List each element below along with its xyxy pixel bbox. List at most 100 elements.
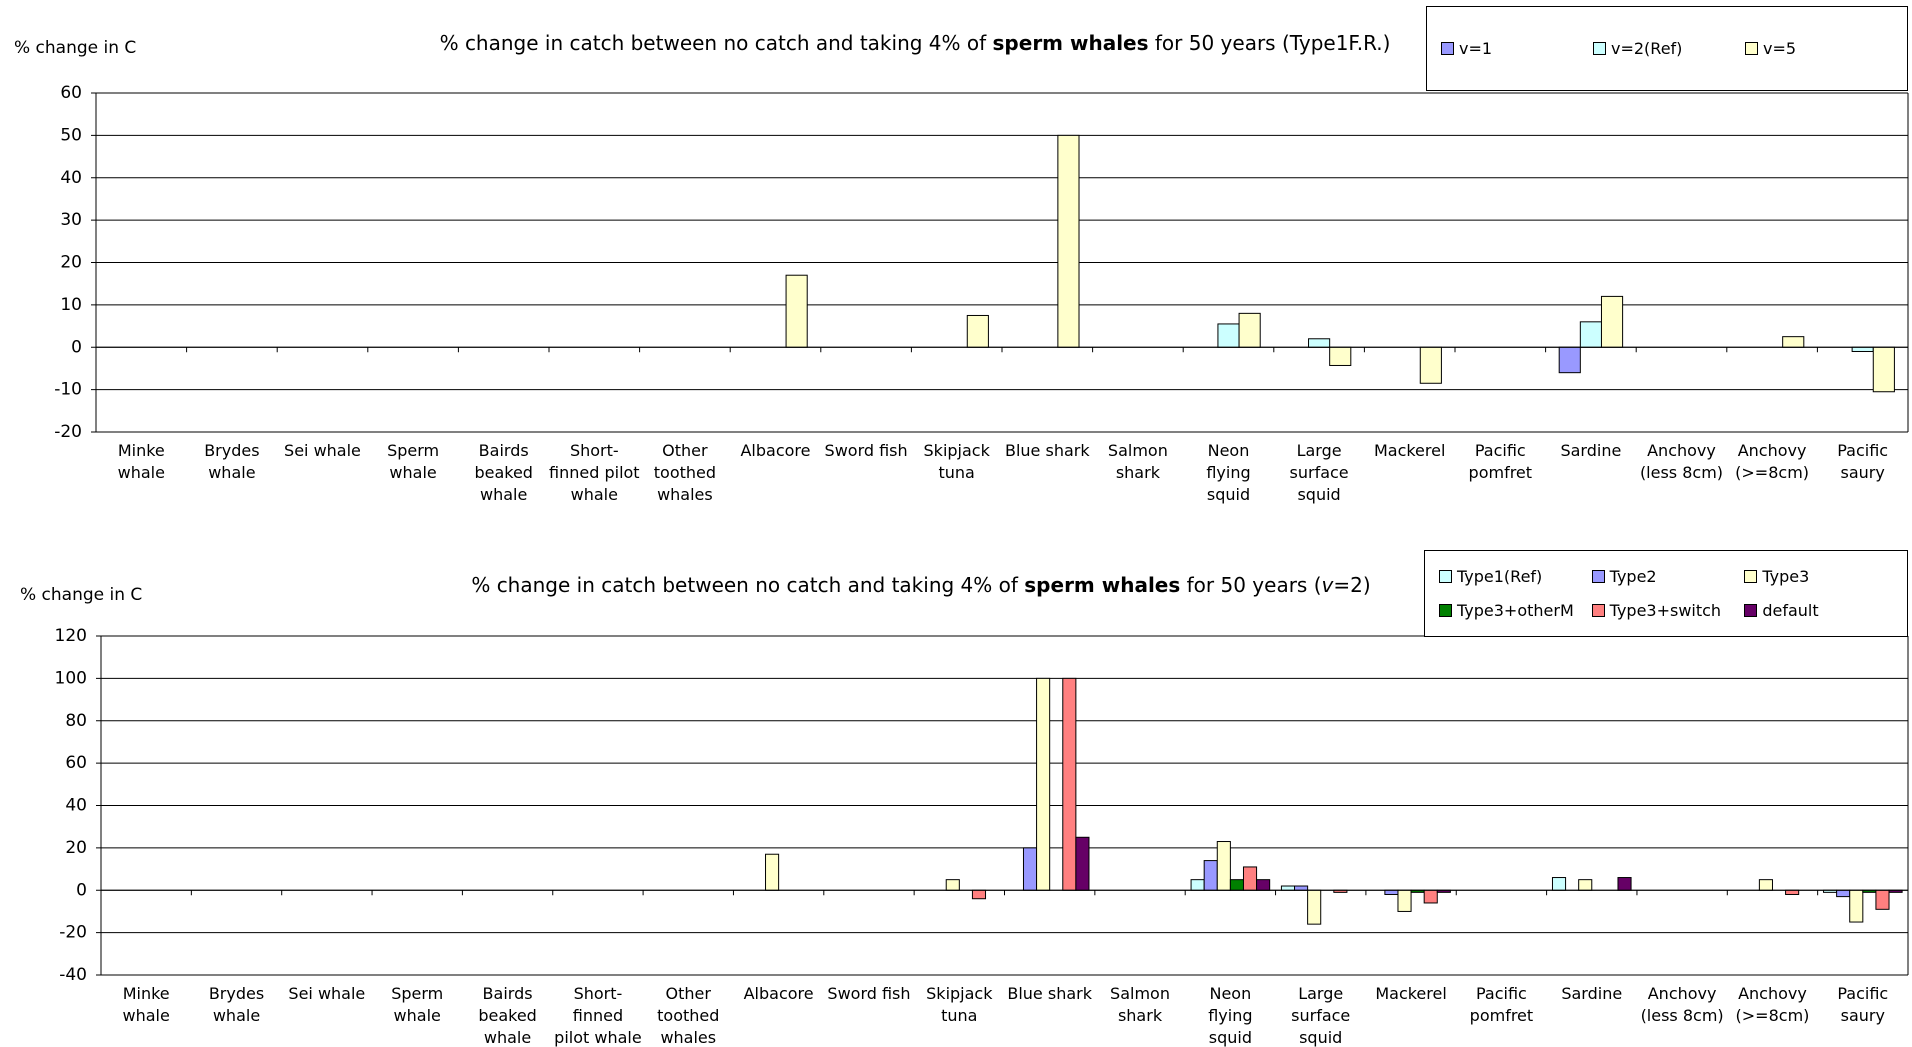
x-tick-label: Skipjack tuna [926,984,993,1025]
x-tick-label: Sperm whale [387,441,440,482]
y-tick-label: -20 [59,923,87,943]
title-part: % change in catch between no catch and t… [440,31,993,55]
bar [1423,889,1438,904]
bar [1229,879,1244,891]
bar [1397,889,1412,912]
legend-entry: Type3+switch [1591,601,1745,621]
y-tick-label: 30 [60,210,82,230]
bar [1062,677,1077,891]
x-tick-label: Brydes whale [204,441,260,482]
bar [1307,889,1322,925]
legend-label: default [1762,601,1819,621]
y-tick-label: 40 [60,168,82,188]
bar [1057,134,1080,348]
legend-swatch [1745,42,1758,55]
x-tick-label: Neon flying squid [1208,984,1253,1047]
x-tick-label: Albacore [743,984,814,1003]
x-tick-label: Bairds beaked whale [474,441,533,504]
title-part: =2) [1333,573,1370,597]
x-tick-label: Pacific saury [1837,441,1889,482]
y-tick-label: 20 [65,838,87,858]
bar [1308,338,1331,348]
legend-entry: default [1744,601,1897,620]
bar [1578,879,1593,891]
y-tick-label: -40 [59,965,87,985]
x-tick-label: Pacific saury [1837,984,1889,1025]
x-tick-label: Sardine [1560,441,1622,460]
legend: v=1 v=2(Ref) v=5 [1426,6,1908,91]
bar [1782,336,1805,348]
x-tick-label: Sei whale [288,984,366,1003]
legend-label: v=2(Ref) [1611,39,1683,58]
bar [1256,879,1271,891]
legend-swatch [1591,604,1605,618]
title-part: v [1322,573,1335,597]
y-tick-label: -10 [54,380,82,400]
bar [966,314,989,348]
x-tick-label: Large surface squid [1291,984,1351,1047]
y-axis-label: % change in C [14,38,136,58]
bar [1872,346,1895,393]
x-tick-label: Anchovy (>=8cm) [1735,441,1810,482]
bar [1384,889,1399,895]
x-tick-label: Blue shark [1007,984,1092,1003]
y-tick-label: 0 [76,880,87,900]
legend-swatch [1441,42,1454,55]
chart: % change in catch between no catch and t… [14,31,1909,442]
bar [1242,866,1258,891]
bar [785,274,808,348]
y-tick-label: -20 [54,422,82,442]
y-axis-label: % change in C [20,585,142,605]
legend-swatch [1744,569,1758,583]
legend-entry: Type2 [1591,567,1745,586]
bar [1785,889,1800,895]
legend-label: v=5 [1763,39,1797,58]
x-tick-label: Pacific pomfret [1469,984,1534,1025]
bars [765,677,1903,925]
y-tick-label: 60 [65,753,87,773]
y-tick-label: 80 [65,711,87,731]
x-tick-label: Salmon shark [1107,441,1168,482]
bar [1238,312,1261,348]
legend-entry: Type3+otherM [1439,601,1592,620]
legend-swatch [1744,604,1758,618]
y-tick-label: 120 [55,626,87,646]
legend-label: Type3+switch [1609,601,1722,621]
bar [1600,295,1624,348]
bars [785,134,1895,393]
bar [1075,836,1090,891]
bar [1579,321,1602,348]
y-tick-label: 10 [60,295,82,315]
bar [1419,346,1442,384]
legend-swatch [1439,604,1452,618]
bar [1758,879,1773,891]
bar [1875,889,1890,910]
bar [1203,860,1218,891]
bar [1217,323,1240,348]
bar [765,853,780,891]
x-tick-label: Anchovy (less 8cm) [1639,441,1724,482]
chart: % change in catch between no catch and t… [20,573,1909,985]
bar [1022,847,1038,891]
bar [1558,346,1581,374]
x-tick-label: Other toothed whales [657,984,720,1047]
title-part: sperm whales [993,31,1149,55]
legend-label: Type3+otherM [1457,601,1574,621]
bar [1851,346,1874,352]
x-tick-label: Other toothed whales [653,441,717,504]
x-tick-label: Sword fish [824,441,908,460]
x-tick-label: Mackerel [1375,984,1447,1003]
y-tick-label: 50 [60,125,82,145]
x-tick-label: Skipjack tuna [923,441,990,482]
x-tick-label: Large surface squid [1289,441,1349,504]
y-tick-label: 20 [60,253,82,273]
x-tick-label: Salmon shark [1110,984,1170,1025]
title-part: sperm whales [1024,573,1180,597]
x-tick-label: Albacore [740,441,811,460]
chart-title: % change in catch between no catch and t… [440,31,1391,55]
x-tick-label: Minke whale [117,441,165,482]
x-tick-label: Sardine [1561,984,1623,1003]
legend-label: v=1 [1459,39,1493,58]
